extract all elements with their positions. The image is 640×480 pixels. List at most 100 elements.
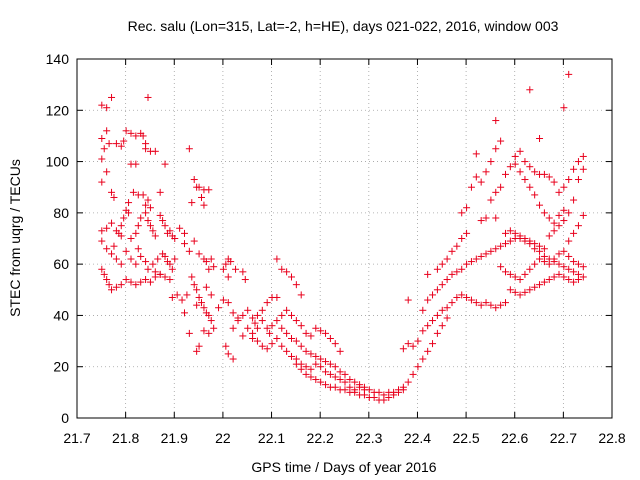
data-point [263, 345, 271, 353]
data-point [351, 378, 359, 386]
data-point [127, 235, 135, 242]
data-point [234, 317, 242, 325]
chart-title: Rec. salu (Lon=315, Lat=-2, h=HE), days … [128, 18, 559, 34]
data-point [545, 260, 553, 268]
data-point [198, 299, 206, 307]
data-point [448, 247, 456, 255]
data-point [263, 324, 271, 332]
data-point [249, 314, 257, 322]
data-point [146, 278, 154, 286]
data-point [560, 247, 568, 255]
data-point [487, 301, 495, 309]
data-point [492, 188, 500, 196]
data-point [322, 358, 330, 366]
x-tick-label: 22.1 [258, 430, 285, 446]
data-point [171, 235, 179, 242]
data-point [258, 317, 266, 325]
data-point [521, 270, 529, 278]
data-point [200, 327, 208, 335]
data-point [570, 258, 578, 266]
data-point [429, 291, 437, 299]
data-point [453, 242, 461, 250]
data-point [205, 311, 213, 319]
x-tick-label: 21.7 [63, 430, 90, 446]
data-point [570, 229, 578, 237]
data-point [278, 324, 286, 332]
data-point [103, 276, 111, 284]
data-point [531, 191, 539, 199]
data-point [424, 296, 432, 304]
data-point [346, 376, 354, 384]
data-point [536, 247, 544, 255]
data-point [229, 355, 237, 363]
data-point [424, 270, 432, 278]
data-point [283, 347, 291, 355]
data-point [287, 352, 295, 360]
data-point [560, 217, 568, 225]
data-point [472, 173, 480, 181]
data-point [178, 296, 186, 304]
data-point [331, 383, 339, 391]
data-point [273, 317, 281, 325]
data-point [409, 370, 417, 378]
data-point [565, 209, 573, 217]
data-point [137, 252, 145, 260]
data-point [550, 273, 558, 281]
data-point [210, 324, 218, 332]
data-point [501, 170, 509, 178]
x-tick-label: 21.9 [161, 430, 188, 446]
data-point [482, 168, 490, 176]
data-point [506, 163, 514, 171]
data-point [98, 237, 106, 245]
data-point [224, 299, 232, 307]
data-point [531, 283, 539, 291]
data-point [516, 147, 524, 155]
data-point [497, 137, 505, 145]
data-point [501, 229, 509, 237]
data-point [193, 301, 201, 309]
data-point [336, 368, 344, 376]
data-point [205, 329, 213, 337]
data-point [506, 237, 514, 245]
data-point [467, 183, 475, 191]
data-point [570, 278, 578, 286]
data-point [159, 217, 167, 225]
data-point [144, 93, 152, 101]
data-point [540, 170, 548, 178]
data-point [244, 306, 252, 314]
y-tick-label: 100 [46, 154, 70, 170]
data-point [458, 291, 466, 299]
data-point [531, 260, 539, 268]
data-point [360, 383, 368, 391]
data-point [487, 247, 495, 255]
data-point [574, 276, 582, 284]
data-point [477, 178, 485, 186]
data-point [222, 342, 230, 350]
data-point [98, 134, 106, 142]
data-point [492, 245, 500, 253]
data-point [570, 165, 578, 173]
data-point [312, 376, 320, 384]
data-point [125, 209, 133, 217]
data-point [540, 245, 548, 253]
data-point [185, 329, 193, 337]
data-point [443, 255, 451, 263]
data-point [550, 227, 558, 235]
data-point [579, 211, 587, 219]
data-point [433, 286, 441, 294]
data-point [241, 276, 249, 284]
data-point [351, 388, 359, 396]
data-point [105, 281, 113, 289]
data-point [258, 306, 266, 314]
data-point [540, 278, 548, 286]
y-tick-labels: 0 20 40 60 80 100 120 140 [46, 51, 70, 426]
data-point [433, 265, 441, 273]
data-point [253, 337, 261, 345]
data-point [574, 158, 582, 166]
grid-lines [77, 59, 612, 418]
data-point [560, 263, 568, 271]
data-point [555, 188, 563, 196]
data-point [273, 293, 281, 301]
data-point [120, 137, 128, 145]
